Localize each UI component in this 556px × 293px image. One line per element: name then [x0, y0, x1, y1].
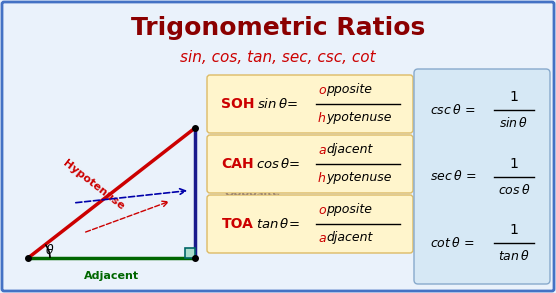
Text: pposite: pposite	[326, 204, 372, 217]
Text: $cos\,\theta$: $cos\,\theta$	[498, 183, 530, 197]
Text: h: h	[318, 171, 326, 185]
Text: $\mathit{cos}\,\theta\!=\!$: $\mathit{cos}\,\theta\!=\!$	[256, 157, 300, 171]
Text: a: a	[318, 144, 326, 156]
Text: $\theta$: $\theta$	[45, 243, 54, 257]
Text: a: a	[318, 231, 326, 244]
Text: $csc\,\theta\,{=}$: $csc\,\theta\,{=}$	[430, 103, 475, 117]
Text: Trigonometric Ratios: Trigonometric Ratios	[131, 16, 425, 40]
Text: 1: 1	[509, 223, 518, 237]
Text: 1: 1	[509, 90, 518, 104]
Text: $\mathit{tan}\,\theta\!=\!$: $\mathit{tan}\,\theta\!=\!$	[256, 217, 300, 231]
Text: pposite: pposite	[326, 84, 372, 96]
Text: CAH: CAH	[222, 157, 254, 171]
Text: Adjacent: Adjacent	[84, 271, 139, 281]
Text: SOH: SOH	[221, 97, 255, 111]
Text: $tan\,\theta$: $tan\,\theta$	[498, 249, 530, 263]
Text: o: o	[318, 84, 326, 96]
Text: h: h	[318, 112, 326, 125]
Text: ypotenuse: ypotenuse	[326, 171, 391, 185]
Text: TOA: TOA	[222, 217, 254, 231]
Text: $sec\,\theta\,{=}$: $sec\,\theta\,{=}$	[430, 169, 476, 183]
Text: ypotenuse: ypotenuse	[326, 112, 391, 125]
Text: $sin\,\theta$: $sin\,\theta$	[499, 116, 529, 130]
FancyBboxPatch shape	[2, 2, 554, 291]
Text: o: o	[318, 204, 326, 217]
Text: $cot\,\theta\,{=}$: $cot\,\theta\,{=}$	[430, 236, 475, 250]
FancyBboxPatch shape	[207, 195, 413, 253]
Text: Hypotenuse: Hypotenuse	[61, 158, 126, 212]
Text: 1: 1	[509, 156, 518, 171]
Text: sin, cos, tan, sec, csc, cot: sin, cos, tan, sec, csc, cot	[180, 50, 376, 66]
Polygon shape	[185, 248, 195, 258]
FancyBboxPatch shape	[207, 135, 413, 193]
FancyBboxPatch shape	[414, 69, 550, 284]
Text: $\mathit{sin}\,\theta\!=\!$: $\mathit{sin}\,\theta\!=\!$	[257, 97, 299, 111]
Text: djacent: djacent	[326, 231, 373, 244]
Text: Opposite: Opposite	[225, 188, 281, 198]
Text: djacent: djacent	[326, 144, 373, 156]
FancyBboxPatch shape	[207, 75, 413, 133]
